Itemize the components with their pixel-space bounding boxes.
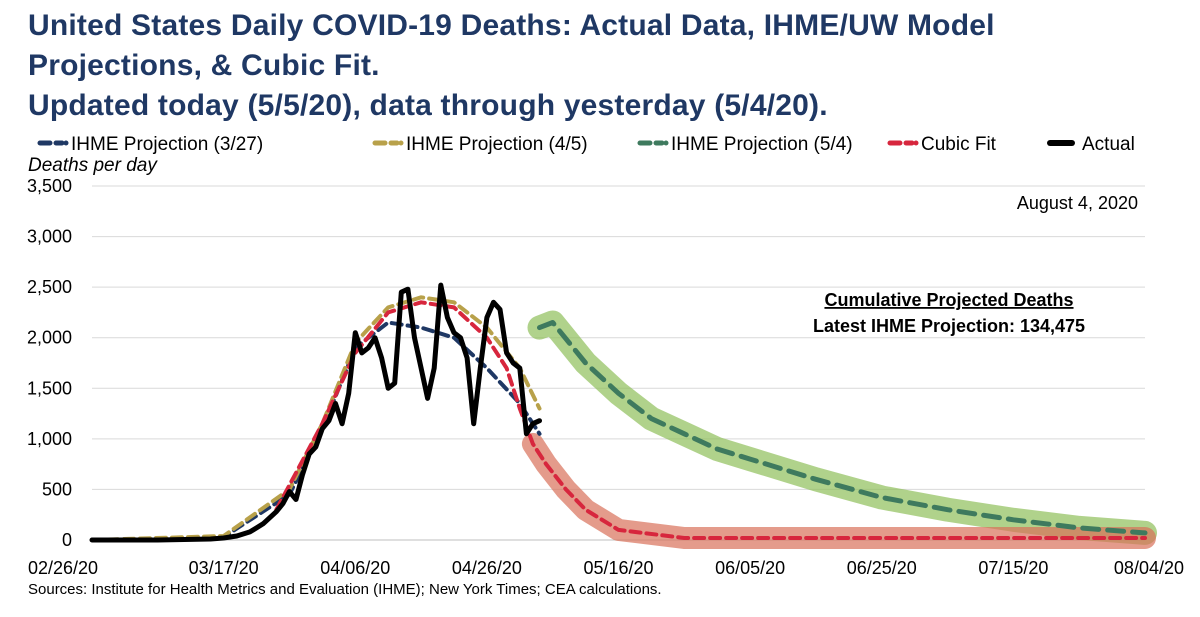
title-line-1: United States Daily COVID-19 Deaths: Act… xyxy=(28,9,995,42)
x-tick-label: 03/17/20 xyxy=(189,558,259,578)
series-lines xyxy=(89,282,1148,543)
legend-label: Actual xyxy=(1082,134,1135,155)
chart-title: United States Daily COVID-19 Deaths: Act… xyxy=(28,6,1188,126)
annotation-heading: Cumulative Projected Deaths xyxy=(824,290,1073,310)
series-line-ihme-projection-4-5 xyxy=(90,295,542,542)
legend-label: Cubic Fit xyxy=(921,134,997,155)
y-tick-label: 1,500 xyxy=(27,378,72,398)
green-highlight-band xyxy=(527,310,1157,545)
y-tick-label: 2,000 xyxy=(27,328,72,348)
gridlines xyxy=(92,185,1145,541)
x-tick-label: 02/26/20 xyxy=(28,558,98,578)
x-axis-ticks: 02/26/20 03/17/20 04/06/20 04/26/20 05/16/20… xyxy=(28,558,1184,578)
x-tick-label: 08/04/20 xyxy=(1114,558,1184,578)
y-tick-label: 3,000 xyxy=(27,227,72,247)
x-tick-label: 05/16/20 xyxy=(583,558,653,578)
annotation-detail: Latest IHME Projection: 134,475 xyxy=(813,316,1085,336)
series-line-cubic-fit xyxy=(274,300,1147,540)
legend-label: IHME Projection (5/4) xyxy=(671,134,853,155)
date-stamp: August 4, 2020 xyxy=(1017,193,1138,213)
y-axis-label: Deaths per day xyxy=(28,155,158,176)
legend-dot xyxy=(913,140,919,146)
legend-dot xyxy=(63,140,69,146)
series-line-ihme-projection-3-27 xyxy=(90,320,542,542)
legend-dot xyxy=(663,140,669,146)
series-line-ihme-projection-5-4 xyxy=(537,320,1148,536)
title-line-3: Updated today (5/5/20), data through yes… xyxy=(28,89,828,122)
y-tick-label: 0 xyxy=(62,530,72,550)
x-tick-label: 07/15/20 xyxy=(978,558,1048,578)
legend-dot xyxy=(398,140,404,146)
y-axis-ticks: 0 500 1,000 1,500 2,000 2,500 3,000 3,500 xyxy=(27,176,72,550)
legend-label: IHME Projection (4/5) xyxy=(406,134,588,155)
y-tick-label: 2,500 xyxy=(27,277,72,297)
x-tick-label: 06/25/20 xyxy=(847,558,917,578)
x-tick-label: 04/06/20 xyxy=(320,558,390,578)
x-tick-label: 04/26/20 xyxy=(452,558,522,578)
title-line-2: Projections, & Cubic Fit. xyxy=(28,49,380,82)
y-tick-label: 500 xyxy=(42,479,72,499)
legend: IHME Projection (3/27) IHME Projection (4… xyxy=(37,134,1135,155)
source-note: Sources: Institute for Health Metrics an… xyxy=(28,581,662,598)
legend-label: IHME Projection (3/27) xyxy=(71,134,263,155)
y-tick-label: 1,000 xyxy=(27,429,72,449)
x-tick-label: 06/05/20 xyxy=(715,558,785,578)
y-tick-label: 3,500 xyxy=(27,176,72,196)
series-line-actual xyxy=(89,282,542,543)
projection-bands xyxy=(521,310,1157,549)
